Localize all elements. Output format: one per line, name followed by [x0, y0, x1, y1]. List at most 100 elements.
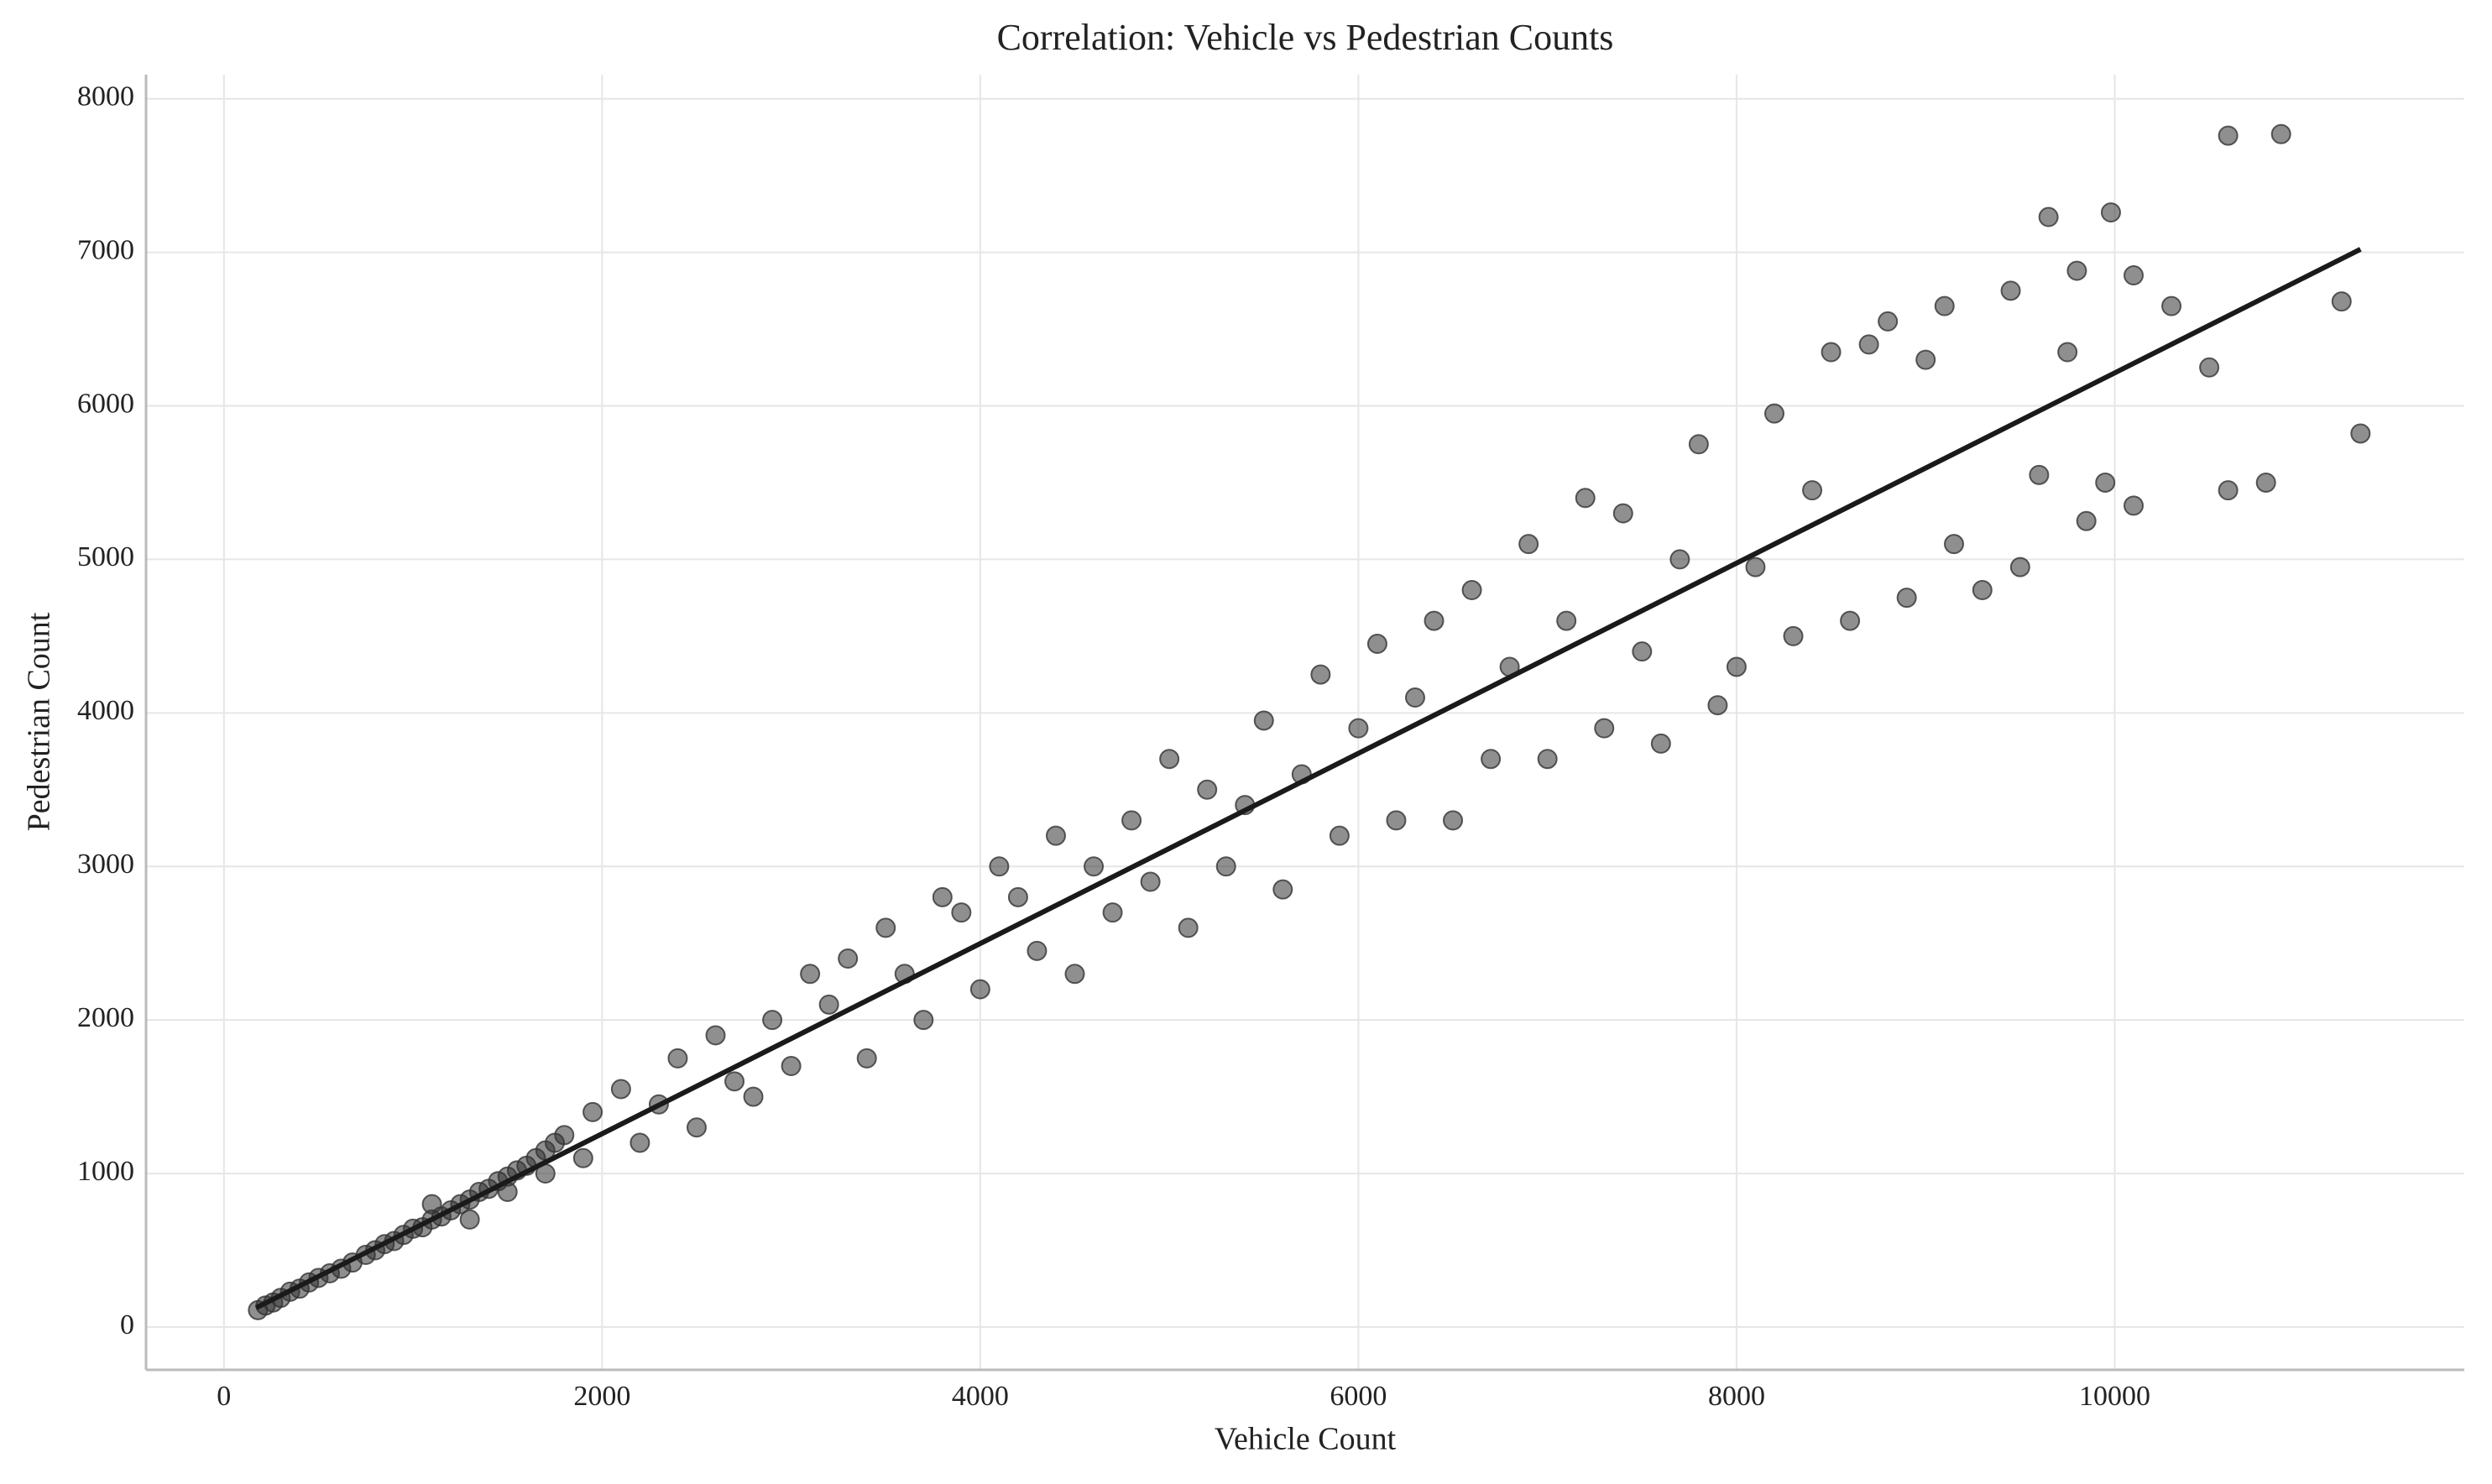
- x-tick-label: 8000: [1708, 1381, 1765, 1412]
- x-tick-label: 0: [217, 1381, 231, 1412]
- x-tick-label: 2000: [573, 1381, 630, 1412]
- point: [1272, 879, 1293, 900]
- point: [2009, 556, 2030, 577]
- y-tick-label: 7000: [77, 234, 134, 265]
- point: [667, 1048, 688, 1069]
- point: [724, 1071, 745, 1092]
- y-tick-label: 3000: [77, 849, 134, 880]
- point: [1802, 480, 1823, 501]
- x-tick-label: 10000: [2079, 1381, 2150, 1412]
- point: [2331, 291, 2352, 312]
- point: [1045, 825, 1066, 846]
- point: [989, 856, 1010, 877]
- point: [2066, 260, 2087, 281]
- point: [2255, 472, 2276, 493]
- point: [2076, 510, 2097, 531]
- point: [2270, 123, 2291, 144]
- point: [610, 1079, 631, 1100]
- point: [1007, 886, 1028, 907]
- point: [1102, 902, 1123, 923]
- point: [1404, 687, 1425, 708]
- point: [459, 1209, 480, 1230]
- point: [1858, 334, 1879, 355]
- point: [2199, 357, 2220, 378]
- point: [1064, 964, 1085, 985]
- point: [2100, 202, 2121, 223]
- point: [1688, 434, 1709, 455]
- point: [1669, 549, 1690, 570]
- y-tick-label: 4000: [77, 695, 134, 726]
- point: [1461, 580, 1482, 601]
- trend-line: [254, 247, 2362, 1310]
- point: [2161, 295, 2182, 316]
- point: [421, 1194, 442, 1215]
- x-tick-label: 6000: [1330, 1381, 1387, 1412]
- point: [1934, 295, 1955, 316]
- point: [1594, 718, 1615, 739]
- point: [951, 902, 972, 923]
- point: [2124, 265, 2145, 286]
- point: [1745, 556, 1766, 577]
- point: [762, 1010, 783, 1031]
- point: [1121, 810, 1142, 831]
- point: [1159, 749, 1180, 770]
- point: [630, 1132, 650, 1153]
- point: [1027, 940, 1047, 961]
- point: [1215, 856, 1236, 877]
- point: [1084, 856, 1105, 877]
- point: [856, 1048, 877, 1069]
- point: [743, 1086, 764, 1107]
- point: [1707, 695, 1728, 716]
- x-axis-label: Vehicle Count: [1215, 1422, 1397, 1457]
- point: [1178, 917, 1199, 938]
- y-axis-label: Pedestrian Count: [22, 612, 57, 831]
- point: [2029, 464, 2050, 485]
- point: [1821, 342, 1842, 363]
- point: [932, 886, 953, 907]
- point: [2218, 125, 2239, 146]
- point: [1310, 664, 1331, 685]
- x-tick-label: 4000: [952, 1381, 1009, 1412]
- point: [1329, 825, 1350, 846]
- point: [1481, 749, 1502, 770]
- point: [800, 964, 821, 985]
- point: [1366, 634, 1387, 655]
- point: [554, 1125, 575, 1146]
- y-tick-label: 6000: [77, 388, 134, 419]
- point: [1612, 503, 1633, 524]
- point: [583, 1101, 603, 1122]
- y-tick-label: 5000: [77, 541, 134, 572]
- point: [1840, 610, 1861, 631]
- point: [1915, 349, 1936, 370]
- point: [705, 1025, 726, 1046]
- point: [818, 994, 839, 1015]
- y-tick-label: 1000: [77, 1156, 134, 1187]
- point: [1944, 534, 1965, 555]
- point: [1443, 810, 1464, 831]
- point: [969, 979, 990, 1000]
- y-tick-label: 0: [120, 1309, 134, 1340]
- point: [1575, 488, 1596, 509]
- point: [572, 1147, 593, 1168]
- point: [1537, 749, 1558, 770]
- point: [2038, 206, 2059, 227]
- y-tick-label: 2000: [77, 1002, 134, 1033]
- point: [2057, 342, 2078, 363]
- point: [1140, 871, 1161, 892]
- point: [781, 1056, 802, 1077]
- chart-title: Correlation: Vehicle vs Pedestrian Count…: [997, 17, 1614, 58]
- point: [1348, 718, 1369, 739]
- point: [1972, 580, 1993, 601]
- point: [838, 948, 859, 969]
- point: [1783, 625, 1804, 646]
- point: [1386, 810, 1407, 831]
- point: [1650, 733, 1671, 754]
- point: [1632, 641, 1653, 662]
- point: [2124, 495, 2145, 516]
- point: [1878, 311, 1899, 332]
- point: [2000, 280, 2021, 301]
- y-tick-label: 8000: [77, 81, 134, 112]
- point: [1253, 710, 1274, 731]
